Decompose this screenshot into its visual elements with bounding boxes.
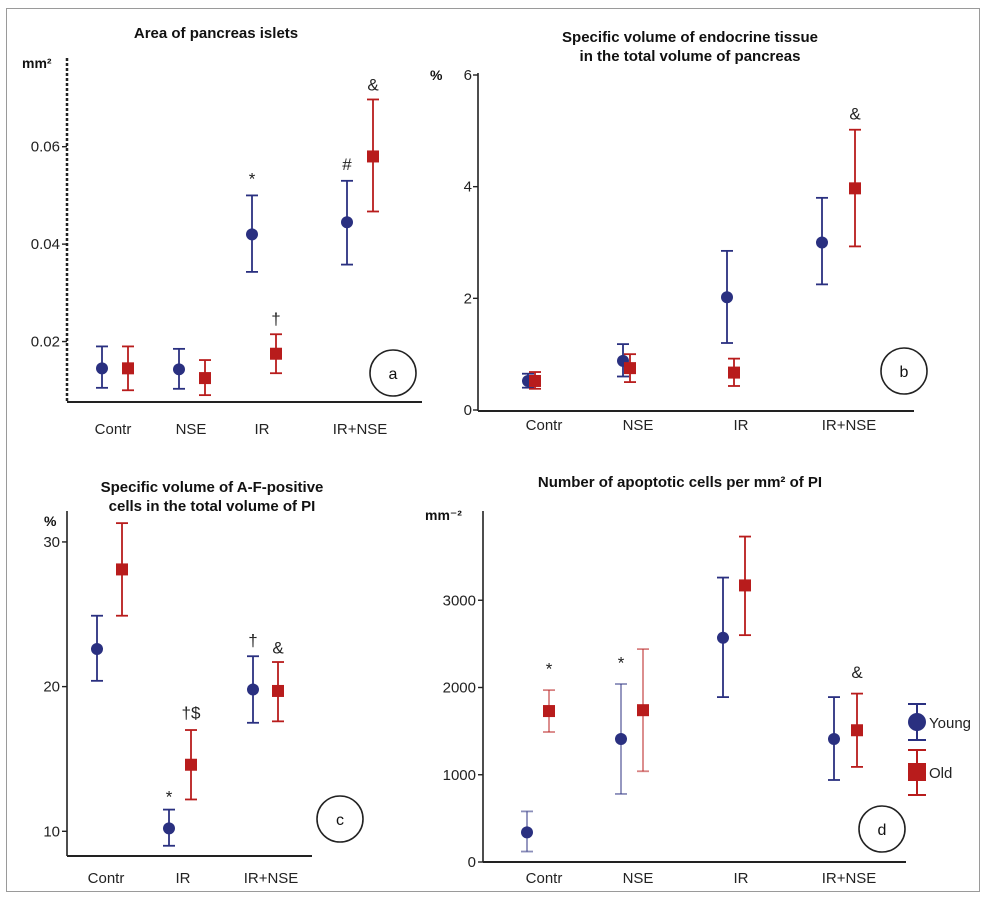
panel-label: a: [389, 366, 398, 383]
panel-label-circle: [316, 795, 364, 843]
significance-marker: &: [272, 638, 284, 657]
x-category-label: NSE: [623, 870, 654, 887]
y-tick-label: 0: [464, 402, 472, 419]
y-tick-label: 4: [464, 179, 472, 196]
y-tick-label: 10: [43, 823, 60, 840]
y-tick-label: 0.02: [31, 334, 60, 351]
x-category-label: Contr: [95, 421, 132, 438]
legend-old-marker: [908, 763, 926, 781]
data-point-old: [270, 347, 282, 360]
data-point-young: [341, 216, 353, 229]
legend-young-marker: [908, 713, 926, 731]
data-point-young: [173, 363, 185, 376]
y-tick-label: 20: [43, 679, 60, 696]
data-point-old: [849, 182, 861, 195]
x-category-label: IR+NSE: [822, 870, 877, 887]
data-point-young: [96, 362, 108, 375]
data-point-young: [816, 236, 828, 249]
data-point-old: [851, 724, 863, 737]
legend-old-label: Old: [929, 765, 952, 782]
significance-marker: *: [249, 170, 256, 189]
y-axis-unit: mm⁻²: [425, 507, 462, 523]
data-point-old: [116, 563, 128, 576]
x-category-label: IR+NSE: [244, 870, 299, 887]
panel-b: Specific volume of endocrine tissue in th…: [430, 29, 928, 434]
x-category-label: IR+NSE: [333, 421, 388, 438]
significance-marker: *: [166, 787, 173, 806]
panel-d: Number of apoptotic cells per mm² of PI m…: [425, 474, 906, 887]
x-category-label: Contr: [526, 417, 563, 434]
chart-title: Area of pancreas islets: [134, 25, 298, 42]
data-point-young: [717, 631, 729, 644]
legend: Young Old: [908, 703, 971, 796]
data-point-old: [624, 362, 636, 375]
data-point-young: [615, 732, 627, 745]
x-category-label: NSE: [623, 417, 654, 434]
x-category-label: NSE: [176, 421, 207, 438]
y-tick-label: 30: [43, 534, 60, 551]
panel-label: c: [336, 812, 344, 829]
y-tick-label: 0.06: [31, 139, 60, 156]
x-category-label: IR: [176, 870, 191, 887]
data-point-old: [543, 705, 555, 718]
chart-title: Specific volume of endocrine tissue: [562, 29, 818, 46]
panel-label-circle: [369, 349, 417, 397]
data-point-old: [272, 684, 284, 697]
significance-marker: †: [271, 310, 280, 329]
chart-subtitle: in the total volume of pancreas: [580, 48, 801, 65]
data-point-young: [246, 228, 258, 241]
panel-c: Specific volume of A-F-positive cells in …: [43, 479, 364, 887]
x-category-label: IR+NSE: [822, 417, 877, 434]
significance-marker: *: [618, 653, 625, 672]
data-point-young: [721, 291, 733, 304]
y-axis-unit: mm²: [22, 55, 52, 71]
x-category-label: IR: [734, 417, 749, 434]
x-category-label: Contr: [526, 870, 563, 887]
significance-marker: &: [851, 663, 863, 682]
chart-subtitle: cells in the total volume of PI: [109, 498, 316, 515]
data-point-old: [637, 704, 649, 717]
significance-marker: &: [849, 105, 861, 124]
chart-title: Specific volume of A-F-positive: [101, 479, 324, 496]
data-point-old: [367, 150, 379, 163]
data-point-young: [828, 732, 840, 745]
data-point-old: [122, 362, 134, 375]
x-category-label: Contr: [88, 870, 125, 887]
panel-label: b: [900, 364, 909, 381]
panel-label: d: [878, 822, 887, 839]
panel-label-circle: [880, 347, 928, 395]
significance-marker: †: [248, 631, 257, 650]
y-tick-label: 2: [464, 290, 472, 307]
significance-marker: †$: [182, 703, 201, 722]
significance-marker: &: [367, 76, 379, 95]
chart-title: Number of apoptotic cells per mm² of PI: [538, 474, 822, 491]
y-axis-unit: %: [430, 67, 443, 83]
panel-label-circle: [858, 805, 906, 853]
y-tick-label: 1000: [443, 767, 476, 784]
y-tick-label: 0: [468, 854, 476, 871]
data-point-young: [247, 683, 259, 696]
data-point-old: [199, 372, 211, 385]
data-point-old: [185, 758, 197, 771]
data-point-old: [728, 366, 740, 379]
x-category-label: IR: [255, 421, 270, 438]
y-axis-unit: %: [44, 513, 57, 529]
y-tick-label: 6: [464, 67, 472, 84]
y-tick-label: 0.04: [31, 236, 60, 253]
panel-a: Area of pancreas islets mm² 0.02 0.04 0.06 Co…: [22, 25, 422, 438]
significance-marker: *: [546, 659, 553, 678]
data-point-young: [91, 643, 103, 655]
data-point-old: [739, 579, 751, 592]
legend-young-label: Young: [929, 715, 971, 732]
data-point-young: [163, 822, 175, 835]
y-tick-label: 2000: [443, 680, 476, 697]
data-point-old: [529, 374, 541, 387]
significance-marker: #: [342, 155, 352, 174]
x-category-label: IR: [734, 870, 749, 887]
data-point-young: [521, 826, 533, 839]
y-tick-label: 3000: [443, 592, 476, 609]
